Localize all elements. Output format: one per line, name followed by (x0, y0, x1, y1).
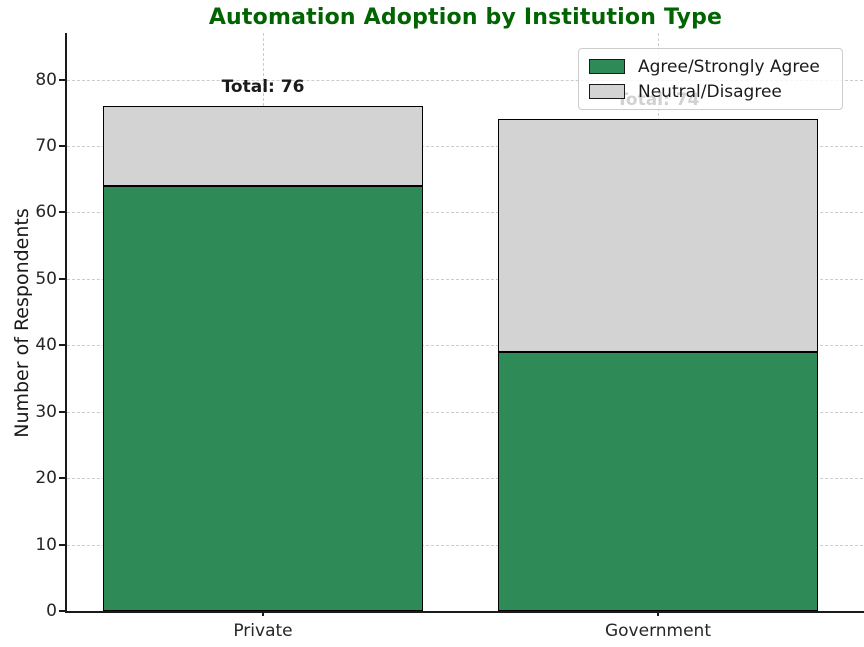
y-tick-mark (59, 78, 66, 81)
y-tick-label: 40 (35, 335, 57, 356)
y-tick-label: 20 (35, 468, 57, 489)
y-tick-mark (59, 410, 66, 413)
y-tick-mark (59, 543, 66, 546)
bar-government (498, 33, 818, 611)
y-tick-label: 80 (35, 69, 57, 90)
y-gridline (67, 212, 863, 214)
y-gridline (67, 278, 863, 280)
y-gridline (67, 145, 863, 147)
bar-segment-private-agree (103, 185, 423, 611)
y-gridline (67, 478, 863, 480)
y-tick-mark (59, 344, 66, 347)
x-tick-label-government: Government (604, 621, 712, 641)
legend-swatch-neutral-icon (589, 84, 625, 99)
x-tick-label-private: Private (233, 621, 293, 641)
bar-segment-government-agree (498, 351, 818, 611)
legend-label-agree: Agree/Strongly Agree (638, 56, 820, 77)
y-tick-label: 10 (35, 534, 57, 555)
bar-segment-private-neutral (103, 106, 423, 186)
bar-private (103, 33, 423, 611)
legend-label-neutral: Neutral/Disagree (638, 81, 782, 102)
y-tick-label: 0 (46, 601, 57, 621)
y-gridline (67, 411, 863, 413)
y-gridline (67, 544, 863, 546)
y-gridline (67, 79, 863, 81)
y-gridline (67, 345, 863, 347)
y-tick-mark (59, 277, 66, 280)
y-tick-label: 60 (35, 202, 57, 223)
y-tick-mark (59, 610, 66, 612)
y-tick-mark (59, 211, 66, 214)
y-tick-label: 50 (35, 268, 57, 289)
chart-title: Automation Adoption by Institution Type (208, 5, 723, 30)
y-tick-mark (59, 477, 66, 480)
legend: Agree/Strongly Agree Neutral/Disagree (578, 48, 843, 110)
y-tick-label: 70 (35, 135, 57, 156)
legend-swatch-agree-icon (589, 59, 625, 74)
x-tick-mark (657, 611, 659, 616)
x-axis-spine (65, 611, 864, 613)
legend-item-neutral: Neutral/Disagree (589, 79, 832, 104)
total-label-private: Total: 76 (221, 77, 305, 98)
y-axis-spine (65, 33, 67, 613)
legend-item-agree: Agree/Strongly Agree (589, 54, 832, 79)
y-tick-label: 30 (35, 401, 57, 422)
x-tick-mark (262, 611, 264, 616)
bar-segment-government-neutral (498, 119, 818, 352)
y-tick-mark (59, 144, 66, 147)
